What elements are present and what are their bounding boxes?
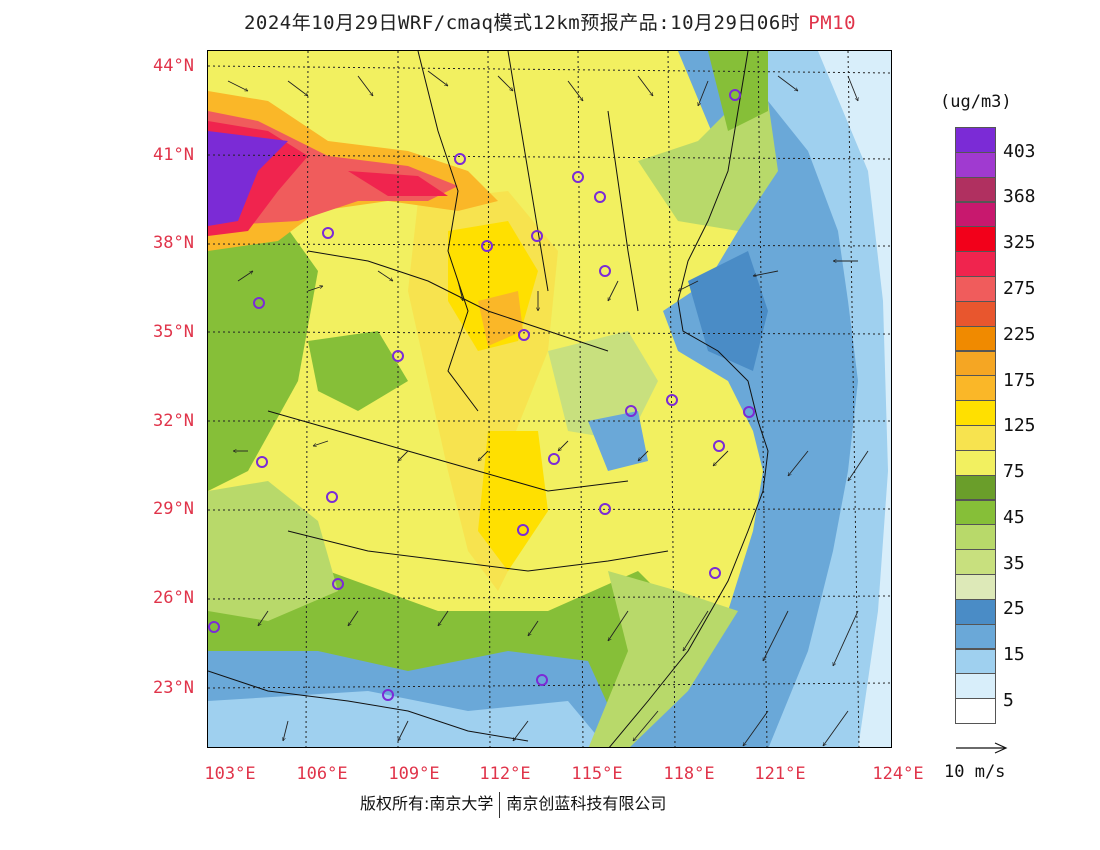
legend-swatch [955,176,996,203]
legend-label: 15 [1003,644,1025,665]
legend-swatch [955,251,996,277]
legend-swatch [955,524,996,551]
legend-label: 225 [1003,324,1036,345]
copyright-text: 版权所有:南京大学 [360,794,494,813]
lat-label: 29°N [153,499,194,519]
legend-swatch [955,276,996,302]
legend-swatch [955,425,996,451]
wind-reference-arrow [956,742,1008,754]
legend-label: 368 [1003,186,1036,207]
legend-label: 25 [1003,598,1025,619]
legend-swatch [955,325,996,352]
title-main: 2024年10月29日WRF/cmaq模式12km预报产品:10月29日06时 [243,12,801,34]
legend-swatch [955,574,996,600]
lat-label: 44°N [153,56,194,76]
legend-label: 45 [1003,507,1025,528]
company-name: 南京创蓝科技有限公司 [506,794,667,813]
lat-label: 38°N [153,233,194,253]
legend-swatch [955,673,996,700]
wind-reference-label: 10 m/s [944,762,1006,782]
legend-swatch [955,350,996,377]
legend-swatch [955,648,996,675]
map-canvas [208,51,891,747]
legend-swatch [955,226,996,253]
lon-label: 124°E [872,764,924,784]
lat-label: 26°N [153,588,194,608]
legend-swatch [955,549,996,575]
lat-label: 32°N [153,411,194,431]
legend-label: 403 [1003,141,1036,162]
footer-divider [499,791,501,818]
legend-label: 275 [1003,278,1036,299]
legend-swatch [955,127,996,153]
legend-label: 75 [1003,461,1025,482]
chart-title: 2024年10月29日WRF/cmaq模式12km预报产品:10月29日06时 P… [0,8,1100,35]
legend-swatch [955,400,996,426]
lon-label: 118°E [663,764,715,784]
legend-swatch [955,201,996,228]
legend-swatch [955,623,996,650]
legend-swatch [955,151,996,178]
lat-label: 23°N [153,678,194,698]
legend-swatch [955,598,996,625]
lat-label: 41°N [153,145,194,165]
lon-label: 103°E [204,764,256,784]
legend-swatch [955,698,996,724]
legend-unit: (ug/m3) [940,92,1012,112]
lon-label: 109°E [388,764,440,784]
lon-label: 112°E [479,764,531,784]
forecast-map [207,50,892,748]
legend-swatch [955,499,996,526]
lon-label: 106°E [296,764,348,784]
legend-swatch [955,300,996,327]
lat-label: 35°N [153,322,194,342]
footer: 版权所有:南京大学 南京创蓝科技有限公司 [360,790,666,818]
lon-label: 115°E [571,764,623,784]
legend-swatch [955,449,996,476]
legend-label: 35 [1003,553,1025,574]
color-legend [955,127,996,724]
legend-label: 175 [1003,370,1036,391]
legend-label: 125 [1003,415,1036,436]
legend-label: 5 [1003,690,1014,711]
lon-label: 121°E [754,764,806,784]
legend-label: 325 [1003,232,1036,253]
legend-swatch [955,474,996,501]
title-pollutant: PM10 [808,12,857,34]
legend-swatch [955,375,996,402]
